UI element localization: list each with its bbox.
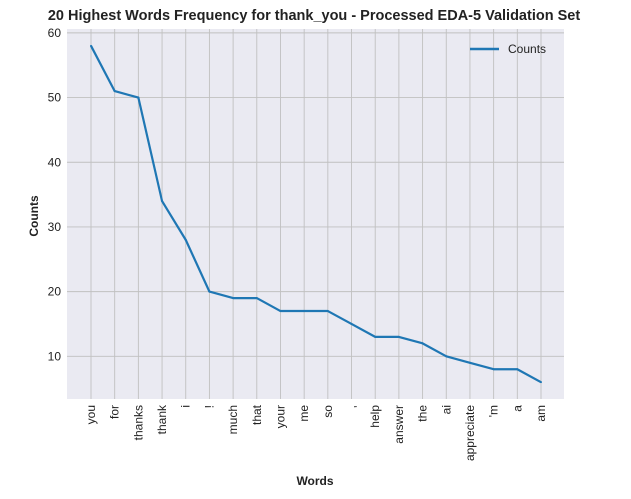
data-point bbox=[468, 361, 471, 364]
data-point bbox=[492, 368, 495, 371]
y-tick-label: 10 bbox=[48, 349, 62, 363]
y-tick-label: 20 bbox=[48, 285, 62, 299]
y-axis-label: Counts bbox=[27, 195, 41, 237]
data-point bbox=[232, 297, 235, 300]
y-tick-label: 60 bbox=[48, 26, 62, 40]
data-point bbox=[255, 297, 258, 300]
legend: Counts bbox=[470, 42, 546, 56]
x-tick-label: thanks bbox=[131, 405, 145, 440]
plot-area bbox=[67, 29, 564, 399]
axis-ticks: 10 20 30 40 50 60 you for thanks thank i! much that y… bbox=[48, 26, 548, 461]
data-point bbox=[303, 310, 306, 313]
x-tick-label: much bbox=[226, 405, 240, 434]
data-point bbox=[540, 381, 542, 384]
data-point bbox=[350, 322, 353, 325]
y-tick-label: 40 bbox=[48, 155, 62, 169]
data-point bbox=[90, 44, 92, 47]
x-tick-label: your bbox=[273, 405, 287, 428]
x-tick-label: i bbox=[179, 405, 193, 408]
legend-label-counts: Counts bbox=[508, 42, 546, 56]
data-point bbox=[279, 310, 282, 313]
x-tick-label: am bbox=[534, 405, 548, 422]
x-tick-label: ai bbox=[439, 405, 453, 414]
x-tick-label: the bbox=[416, 405, 430, 422]
x-tick-label: a bbox=[510, 405, 524, 412]
x-tick-label: answer bbox=[392, 405, 406, 444]
data-point bbox=[516, 368, 519, 371]
data-point bbox=[374, 335, 377, 338]
chart-title: 20 Highest Words Frequency for thank_you… bbox=[48, 8, 581, 24]
x-tick-label: for bbox=[108, 405, 122, 419]
y-tick-label: 30 bbox=[48, 220, 62, 234]
x-tick-label: , bbox=[345, 405, 359, 408]
data-point bbox=[113, 90, 116, 93]
x-axis-label: Words bbox=[296, 474, 333, 488]
data-point bbox=[161, 200, 164, 203]
x-tick-label: me bbox=[297, 405, 311, 422]
series-points bbox=[90, 44, 542, 384]
data-point bbox=[397, 335, 400, 338]
x-tick-label: so bbox=[321, 405, 335, 418]
x-tick-label: that bbox=[250, 404, 264, 425]
data-point bbox=[137, 96, 140, 99]
x-tick-label: ! bbox=[202, 405, 216, 408]
y-tick-label: 50 bbox=[48, 91, 62, 105]
data-point bbox=[445, 355, 448, 358]
x-tick-label: 'm bbox=[487, 405, 501, 417]
x-tick-label: thank bbox=[155, 404, 169, 434]
gridlines bbox=[67, 29, 564, 399]
x-tick-label: appreciate bbox=[463, 405, 477, 461]
x-tick-label: you bbox=[84, 405, 98, 424]
series-line-counts bbox=[90, 45, 542, 384]
data-point bbox=[184, 238, 187, 241]
data-point bbox=[326, 310, 329, 313]
x-tick-label: help bbox=[368, 405, 382, 428]
data-point bbox=[421, 342, 424, 345]
data-point bbox=[208, 290, 211, 293]
